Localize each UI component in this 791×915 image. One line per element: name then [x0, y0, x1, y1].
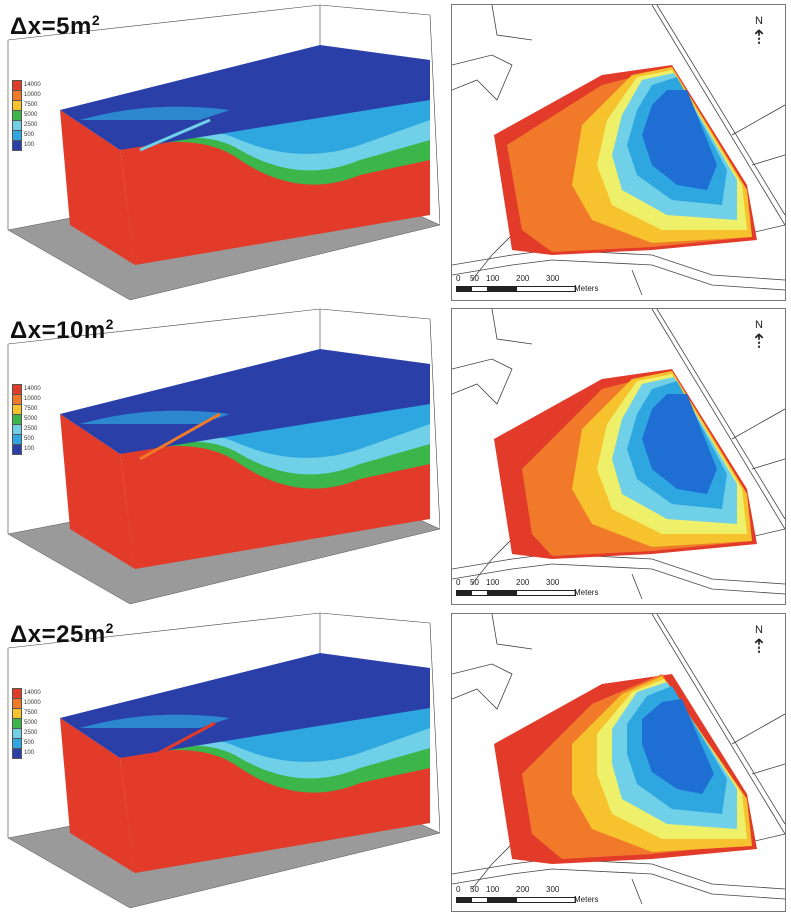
concentration-legend: 14000 10000 7500 5000 2500 500 100	[12, 687, 41, 759]
scale-unit-label: Meters	[574, 284, 599, 293]
panel-row-2: Δx=10m2 14000 10000 7500 5000 2500 500 1…	[0, 304, 791, 607]
concentration-legend: 14000 10000 7500 5000 2500 500 100	[12, 79, 41, 151]
scale-bar: 0 50 100 200 300 Meters	[454, 274, 604, 296]
model-3d-graphic	[7, 4, 440, 301]
scale-bar: 0 50 100 200 300 Meters	[454, 885, 604, 907]
north-arrow: N ⇡	[747, 624, 771, 657]
concentration-legend: 14000 10000 7500 5000 2500 500 100	[12, 383, 41, 455]
model-3d-panel: Δx=5m2 14000 10000 7500 5000 2500 500 10…	[0, 0, 440, 303]
scale-bar-labels: 0 50 100 200 300	[456, 885, 560, 894]
scale-bar-graphic	[456, 590, 576, 596]
plume-map-graphic	[452, 5, 785, 296]
scale-unit-label: Meters	[574, 895, 599, 904]
resolution-label: Δx=10m2	[10, 316, 114, 344]
plume-map-panel: N ⇡ 0 50 100 200 300 Meters	[451, 308, 786, 605]
scale-bar-graphic	[456, 897, 576, 903]
plume-map-graphic	[452, 614, 785, 905]
resolution-label: Δx=25m2	[10, 620, 114, 648]
panel-row-1: Δx=5m2 14000 10000 7500 5000 2500 500 10…	[0, 0, 791, 303]
model-3d-panel: Δx=10m2 14000 10000 7500 5000 2500 500 1…	[0, 304, 440, 607]
north-arrow: N ⇡	[747, 15, 771, 48]
north-arrow-icon: ⇡	[750, 636, 768, 658]
model-3d-graphic	[7, 612, 440, 909]
plume-map-panel: N ⇡ 0 50 100 200 300 Meters	[451, 613, 786, 912]
panel-row-3: Δx=25m2 14000 10000 7500 5000 2500 500 1…	[0, 608, 791, 915]
scale-bar-labels: 0 50 100 200 300	[456, 274, 560, 283]
scale-unit-label: Meters	[574, 588, 599, 597]
north-arrow-icon: ⇡	[750, 27, 768, 49]
north-arrow: N ⇡	[747, 319, 771, 352]
plume-map-graphic	[452, 309, 785, 600]
model-3d-panel: Δx=25m2 14000 10000 7500 5000 2500 500 1…	[0, 608, 440, 915]
scale-bar-graphic	[456, 286, 576, 292]
north-arrow-icon: ⇡	[750, 331, 768, 353]
plume-map-panel: N ⇡ 0 50 100 200 300 Meters	[451, 4, 786, 301]
scale-bar-labels: 0 50 100 200 300	[456, 578, 560, 587]
resolution-label: Δx=5m2	[10, 12, 101, 40]
model-3d-graphic	[7, 308, 440, 605]
scale-bar: 0 50 100 200 300 Meters	[454, 578, 604, 600]
